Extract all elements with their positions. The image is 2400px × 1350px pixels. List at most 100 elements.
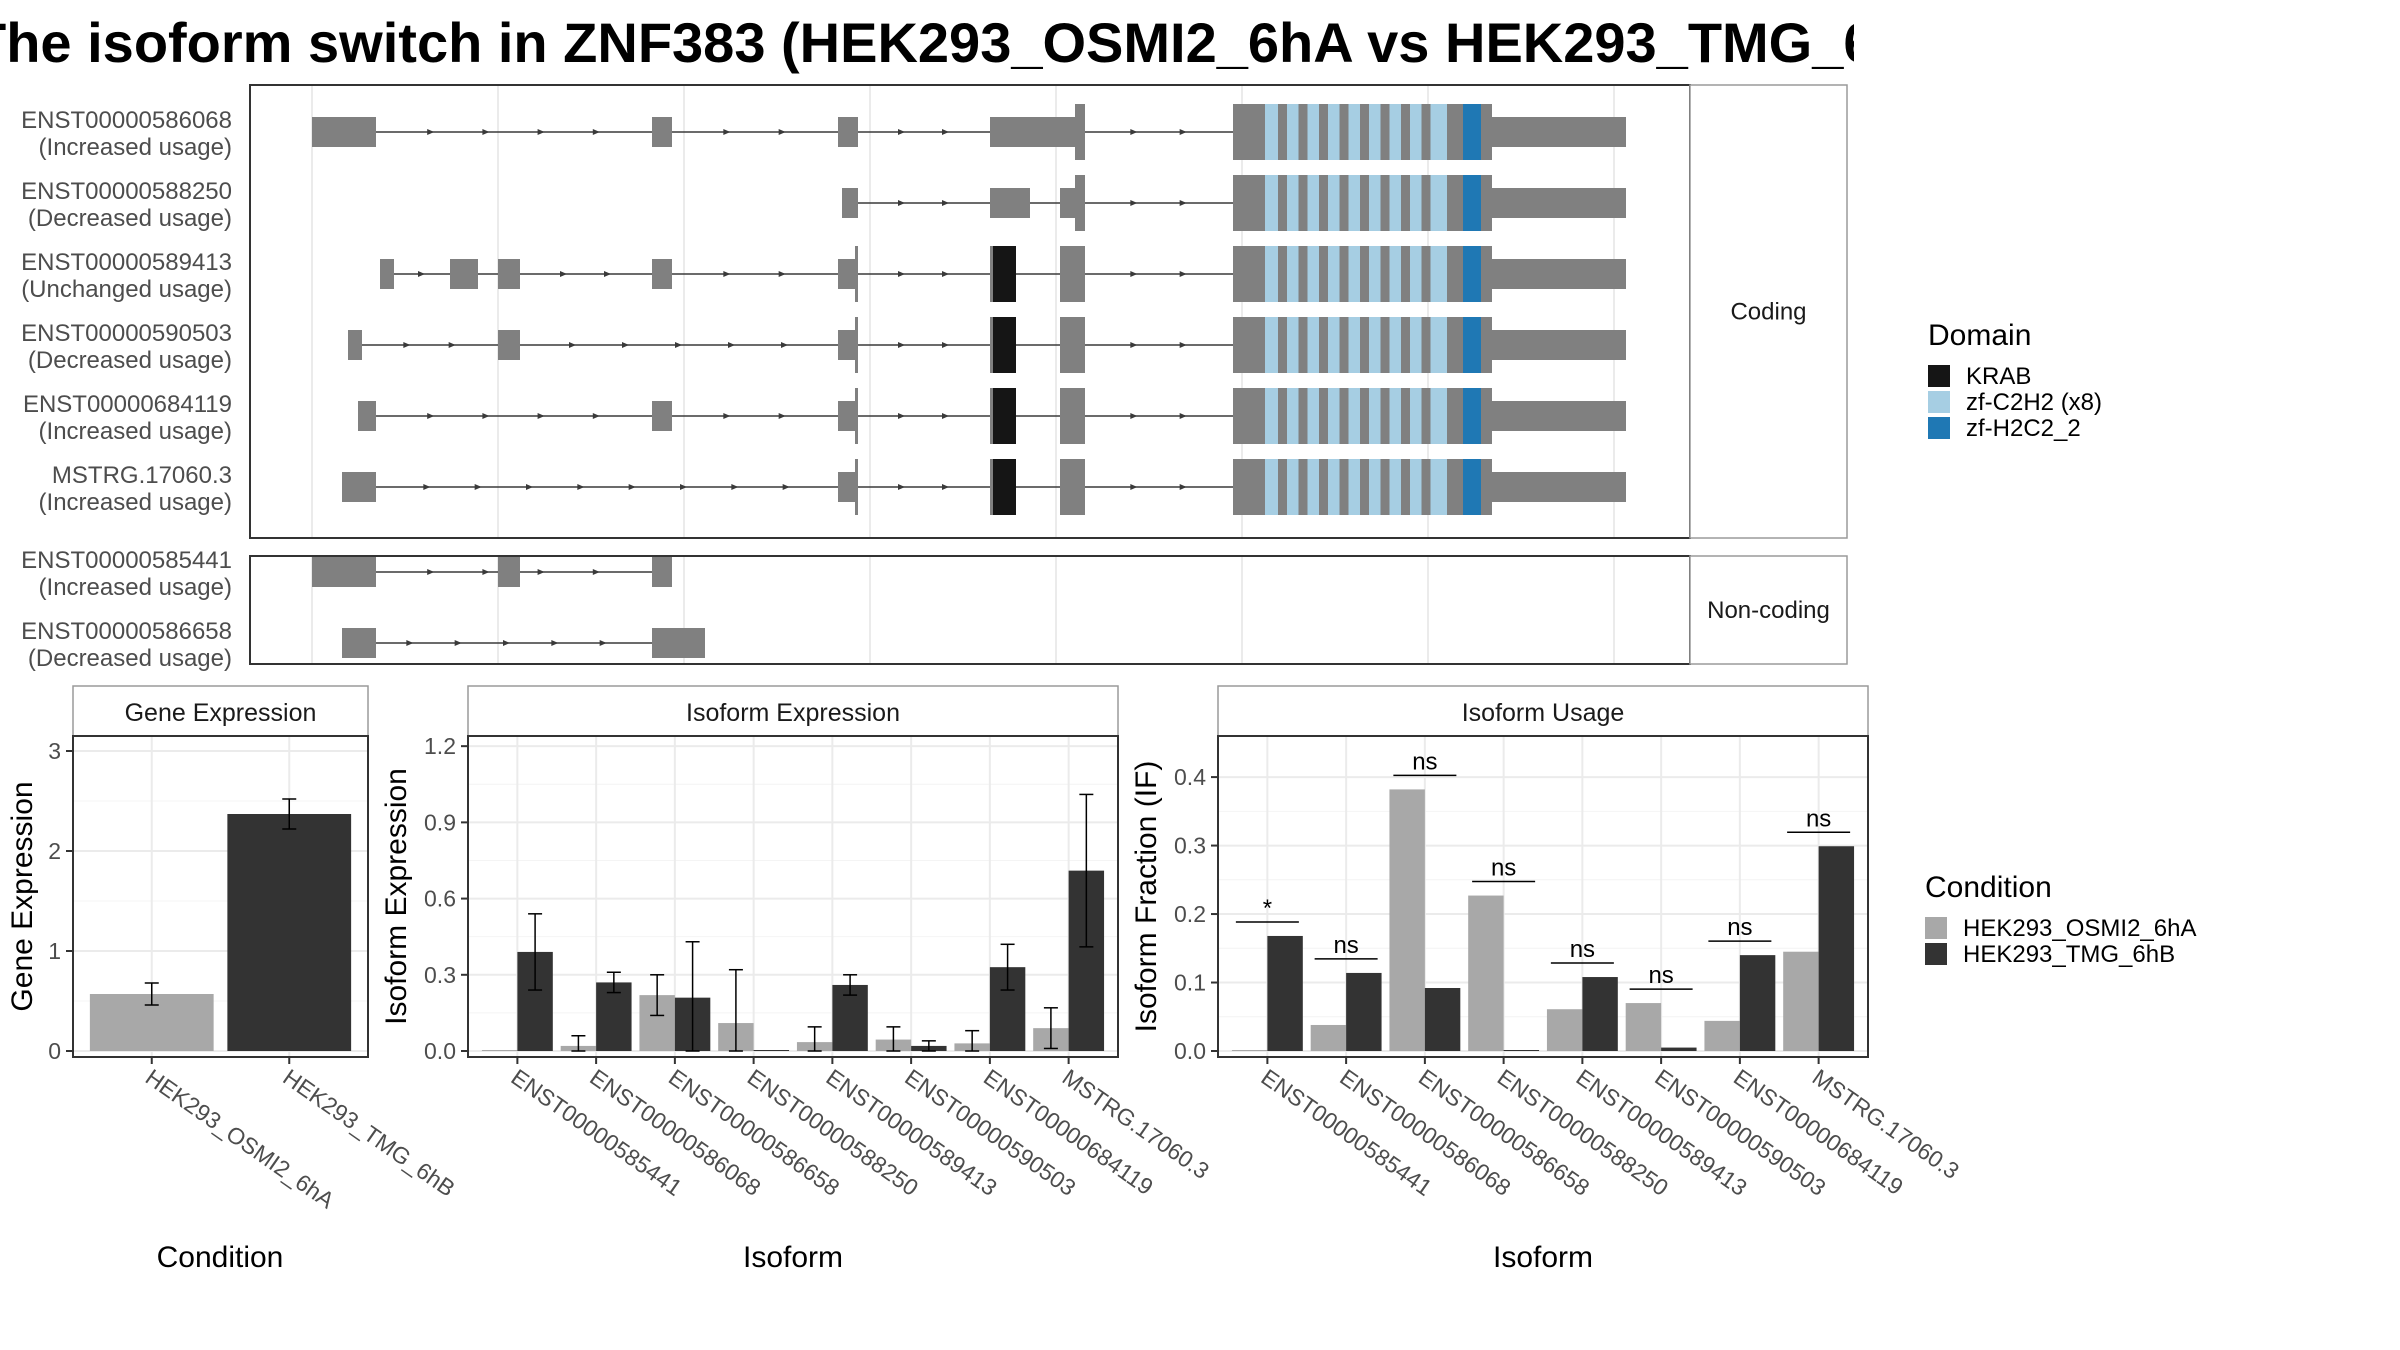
utr-exon bbox=[348, 330, 362, 360]
coding-exon bbox=[1447, 388, 1463, 444]
bar bbox=[1503, 1050, 1540, 1051]
zf-linker bbox=[1319, 246, 1328, 302]
domain-zf-C2H2 bbox=[1265, 388, 1447, 444]
domain-zf-H2C2_2 bbox=[1463, 388, 1481, 444]
isoform-label-id: ENST00000590503 bbox=[21, 320, 232, 347]
bar bbox=[1546, 1009, 1583, 1051]
zf-linker bbox=[1339, 459, 1349, 515]
bar bbox=[753, 1050, 790, 1051]
significance-label: * bbox=[1263, 895, 1272, 922]
intron-arrow bbox=[898, 129, 905, 135]
zf-linker bbox=[1319, 317, 1328, 373]
significance-label: ns bbox=[1806, 805, 1831, 832]
zf-linker bbox=[1401, 175, 1410, 231]
zf-linker bbox=[1360, 246, 1369, 302]
zf-linker bbox=[1421, 388, 1431, 444]
bar bbox=[1346, 972, 1382, 1051]
intron-arrow bbox=[622, 342, 629, 348]
isoform-label-id: ENST00000586658 bbox=[21, 618, 232, 645]
intron-arrow bbox=[898, 413, 905, 419]
intron-arrow bbox=[728, 342, 735, 348]
intron-arrow bbox=[778, 271, 786, 277]
utr-exon bbox=[498, 259, 520, 289]
intron-arrow bbox=[560, 271, 567, 277]
domain-KRAB bbox=[993, 459, 1016, 515]
bar bbox=[1231, 1050, 1268, 1051]
coding-exon bbox=[1481, 388, 1492, 444]
coding-exon bbox=[1233, 104, 1265, 160]
utr-exon bbox=[342, 472, 376, 502]
y-tick-label: 3 bbox=[48, 738, 61, 764]
bar bbox=[1661, 1047, 1697, 1051]
intron-arrow bbox=[1179, 271, 1187, 277]
intron-arrow bbox=[423, 484, 431, 490]
bar-chart-panels: Gene Expression0123HEK293_OSMI2_6hAHEK29… bbox=[6, 685, 1964, 1274]
utr-exon bbox=[450, 259, 478, 289]
domain-KRAB bbox=[993, 246, 1016, 302]
chart-title: Isoform Usage bbox=[1462, 699, 1625, 727]
zf-linker bbox=[1360, 459, 1369, 515]
zf-linker bbox=[1401, 104, 1410, 160]
intron-arrow bbox=[778, 129, 786, 135]
coding-exon bbox=[1060, 459, 1085, 515]
intron-arrow bbox=[537, 129, 545, 135]
intron-arrow bbox=[427, 569, 435, 575]
zf-linker bbox=[1319, 104, 1328, 160]
y-tick-label: 2 bbox=[48, 838, 61, 864]
zf-linker bbox=[1401, 317, 1410, 373]
x-axis-title: Isoform bbox=[1493, 1241, 1593, 1274]
coding-exon bbox=[1233, 388, 1265, 444]
intron-arrow bbox=[1179, 413, 1187, 419]
intron-arrow bbox=[1179, 484, 1187, 490]
intron-arrow bbox=[592, 129, 600, 135]
intron-arrow bbox=[628, 484, 636, 490]
significance-label: ns bbox=[1333, 932, 1358, 959]
x-axis-title: Isoform bbox=[743, 1241, 843, 1274]
x-axis-title: Condition bbox=[157, 1241, 284, 1274]
intron-arrow bbox=[898, 200, 905, 206]
zf-linker bbox=[1401, 459, 1410, 515]
intron-arrow bbox=[778, 413, 786, 419]
zf-linker bbox=[1339, 317, 1349, 373]
y-tick-label: 0.1 bbox=[1174, 970, 1206, 996]
coding-strip-label: Coding bbox=[1730, 299, 1806, 326]
intron-arrow bbox=[1130, 271, 1138, 277]
condition-legend-label: HEK293_TMG_6hB bbox=[1963, 941, 2175, 968]
coding-exon bbox=[855, 459, 858, 515]
chart-title: Isoform Expression bbox=[686, 699, 900, 727]
intron-arrow bbox=[577, 484, 585, 490]
intron-arrow bbox=[427, 129, 435, 135]
intron-arrow bbox=[482, 569, 490, 575]
bar bbox=[1267, 935, 1303, 1051]
intron-arrow bbox=[1130, 484, 1138, 490]
coding-exon bbox=[990, 317, 993, 373]
zf-linker bbox=[1278, 388, 1287, 444]
zf-linker bbox=[1339, 246, 1349, 302]
zf-linker bbox=[1380, 317, 1390, 373]
coding-exon bbox=[855, 317, 858, 373]
zf-linker bbox=[1278, 459, 1287, 515]
utr-exon bbox=[1060, 188, 1075, 218]
bar bbox=[1704, 1020, 1740, 1051]
zf-linker bbox=[1380, 104, 1390, 160]
coding-exon bbox=[1481, 459, 1492, 515]
y-tick-label: 0.0 bbox=[424, 1038, 456, 1064]
condition-legend-title: Condition bbox=[1925, 871, 2052, 904]
y-tick-label: 0.9 bbox=[424, 809, 456, 835]
noncoding-exon bbox=[312, 557, 376, 587]
domain-zf-H2C2_2 bbox=[1463, 175, 1481, 231]
intron-arrow bbox=[1130, 200, 1138, 206]
bar bbox=[1582, 977, 1618, 1051]
domain-legend-swatch bbox=[1928, 365, 1950, 387]
domain-zf-C2H2 bbox=[1265, 459, 1447, 515]
intron-arrow bbox=[592, 569, 600, 575]
chart-strip bbox=[1217, 685, 1869, 737]
utr-exon bbox=[652, 401, 672, 431]
intron-arrow bbox=[482, 129, 490, 135]
intron-arrow bbox=[592, 413, 600, 419]
utr-exon bbox=[652, 117, 672, 147]
zf-linker bbox=[1421, 104, 1431, 160]
domain-zf-C2H2 bbox=[1265, 175, 1447, 231]
condition-legend-swatch bbox=[1925, 917, 1947, 939]
coding-exon bbox=[1233, 459, 1265, 515]
